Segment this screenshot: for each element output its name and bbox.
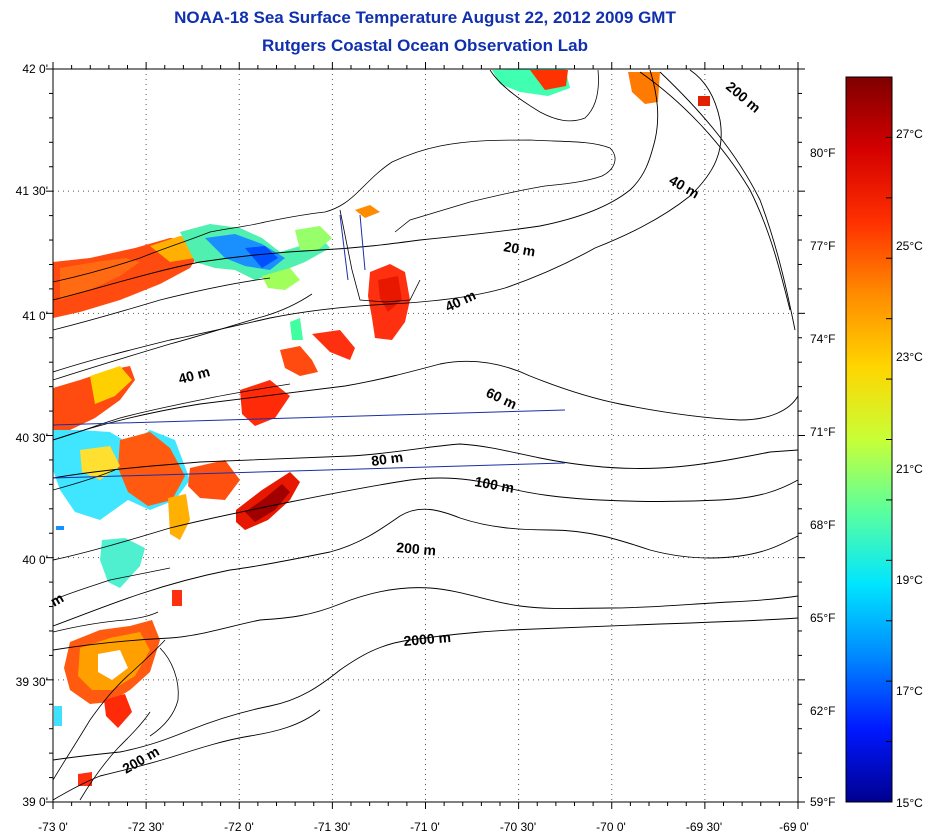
fahrenheit-label-80: 80°F: [810, 146, 835, 160]
celsius-label-21: 21°C: [896, 462, 923, 476]
celsius-labels: 27°C 25°C 23°C 21°C 19°C 17°C 15°C: [896, 127, 923, 810]
map-title: NOAA-18 Sea Surface Temperature August 2…: [174, 8, 676, 27]
celsius-label-27: 27°C: [896, 127, 923, 141]
contour-label-40m-west: 40 m: [177, 363, 212, 387]
fahrenheit-label-65: 65°F: [810, 611, 835, 625]
temperature-colorbar: [845, 76, 893, 803]
lon-label-72-30: -72 30': [128, 820, 164, 834]
lon-label-73: -73 0': [38, 820, 68, 834]
lat-label-42: 42 0': [22, 62, 48, 76]
fahrenheit-label-68: 68°F: [810, 518, 835, 532]
coastline-layer: [53, 69, 616, 801]
sst-data-layer: [53, 69, 710, 786]
fahrenheit-label-74: 74°F: [810, 332, 835, 346]
bathymetry-contours: [53, 69, 798, 801]
colorbar-ticks: [886, 76, 892, 803]
lat-label-39-30: 39 30': [16, 675, 48, 689]
lat-label-41: 41 0': [22, 309, 48, 323]
fahrenheit-labels: 80°F 77°F 74°F 71°F 68°F 65°F 62°F 59°F: [810, 146, 835, 809]
lon-label-70-30: -70 30': [500, 820, 536, 834]
celsius-label-19: 19°C: [896, 573, 923, 587]
lon-label-71-30: -71 30': [314, 820, 350, 834]
contour-label-80m: 80 m: [370, 449, 404, 469]
lon-label-70: -70 0': [596, 820, 626, 834]
fahrenheit-label-59: 59°F: [810, 795, 835, 809]
contour-label-2000m: 2000 m: [403, 629, 452, 649]
celsius-label-25: 25°C: [896, 239, 923, 253]
axis-ticks: [46, 62, 805, 809]
celsius-label-23: 23°C: [896, 350, 923, 364]
lon-label-72: -72 0': [224, 820, 254, 834]
lon-label-71: -71 0': [410, 820, 440, 834]
lon-label-69: -69 0': [779, 820, 809, 834]
lat-label-41-30: 41 30': [16, 184, 48, 198]
contour-label-200m: 200 m: [396, 539, 437, 558]
lat-label-40-30: 40 30': [16, 431, 48, 445]
fahrenheit-label-71: 71°F: [810, 425, 835, 439]
contour-label-100m: 100 m: [473, 473, 515, 496]
graticule: [53, 69, 798, 802]
satellite-tracks: [53, 214, 566, 479]
celsius-label-15: 15°C: [896, 796, 923, 810]
latitude-labels: 42 0' 41 30' 41 0' 40 30' 40 0' 39 30' 3…: [16, 62, 48, 809]
fahrenheit-label-77: 77°F: [810, 239, 835, 253]
contour-label-20m: 20 m: [502, 238, 536, 259]
longitude-labels: -73 0' -72 30' -72 0' -71 30' -71 0' -70…: [38, 820, 809, 834]
contour-labels: 200 m 40 m 20 m 40 m 40 m 60 m 80 m 100 …: [48, 78, 764, 777]
lat-label-40: 40 0': [22, 553, 48, 567]
lon-label-69-30: -69 30': [686, 820, 722, 834]
lat-label-39: 39 0': [22, 795, 48, 809]
map-subtitle: Rutgers Coastal Ocean Observation Lab: [262, 36, 588, 55]
celsius-label-17: 17°C: [896, 684, 923, 698]
fahrenheit-label-62: 62°F: [810, 704, 835, 718]
